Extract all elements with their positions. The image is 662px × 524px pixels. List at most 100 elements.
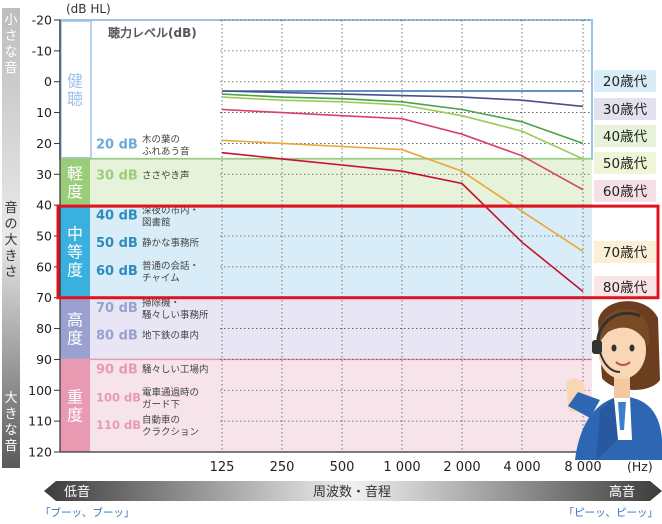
example-db: 60 dB: [96, 264, 138, 279]
example-db: 110 dB: [96, 418, 141, 432]
band-label-1: 軽度: [67, 164, 83, 201]
y-tick-label: -20: [32, 13, 52, 28]
headset-ear: [592, 340, 602, 354]
age-legend: 20歳代 30歳代 40歳代 50歳代 60歳代 70歳代 80歳代: [594, 70, 656, 298]
x-tick-label: 500: [330, 460, 355, 475]
legend-box-80歳代: [594, 276, 656, 298]
y-tick-label: 20: [36, 136, 52, 151]
band-label-0: 健聴: [67, 71, 83, 108]
frequency-axis: 低音 高音 周波数・音程「ブーッ、ブーッ」 「ピーッ、ピーッ」: [40, 481, 662, 519]
tie: [618, 402, 626, 430]
highlight-box: [56, 204, 660, 300]
headset: [596, 311, 641, 345]
example-db: 100 dB: [96, 390, 141, 404]
band-label-box-3: [60, 297, 90, 360]
legend-box-40歳代: [594, 125, 656, 147]
y-tick-labels: (dB HL) -20 -10 0 10 20 30 40 50 60 70 80 90 100 110 12…: [28, 2, 111, 460]
y-tick-label: 90: [36, 352, 52, 367]
legend-box-30歳代: [594, 98, 656, 120]
eye-left: [611, 344, 617, 352]
band-label-box-1: [60, 158, 90, 206]
frequency-gradient-arrow: [44, 481, 662, 501]
legend-label: 70歳代: [603, 245, 648, 261]
legend-label: 20歳代: [603, 74, 648, 90]
jacket-left-lapel: [596, 398, 618, 460]
example-desc: 電車通過時のガード下: [142, 386, 199, 410]
example-db: 40 dB: [96, 208, 138, 223]
x-tick-label: 125: [210, 460, 235, 475]
x-tick-labels: 125 250 500 1 000 2 000 4 000 8 000 (Hz): [210, 459, 653, 475]
example-desc: 静かな事務所: [142, 237, 200, 249]
x-unit-label: (Hz): [627, 459, 653, 474]
y-tick-label: 100: [28, 383, 52, 398]
legend-box-20歳代: [594, 70, 656, 92]
x-tick-label: 2 000: [443, 460, 480, 475]
example-desc: 地下鉄の車内: [142, 330, 199, 342]
legend-label: 50歳代: [603, 156, 648, 172]
example-desc: ささやき声: [142, 169, 190, 181]
band-4: [60, 359, 592, 452]
example-db: 50 dB: [96, 236, 138, 251]
axis-label-quiet-text: 小さな音: [4, 13, 17, 76]
panel-title: 聴力レベル(dB): [108, 25, 197, 40]
legend-box-60歳代: [594, 180, 656, 202]
example-desc: 普通の会話・チャイム: [142, 260, 199, 284]
example-db: 70 dB: [96, 301, 138, 316]
face: [598, 321, 646, 379]
frequency-axis-label: 周波数・音程: [313, 484, 391, 500]
legend-box-50歳代: [594, 152, 656, 174]
low-pitch-label: 低音: [64, 484, 90, 500]
series-line-40歳代: [221, 93, 584, 145]
series-lines: [221, 90, 584, 293]
band-label-2: 中等度: [67, 224, 83, 279]
axis-label-loudness: 音の大きさ: [4, 200, 17, 280]
headset-mic: [599, 351, 621, 373]
high-pitch-label: 高音: [609, 484, 635, 500]
y-tick-label: 80: [36, 321, 52, 336]
x-tick-label: 1 000: [383, 460, 420, 475]
y-tick-label: 120: [28, 445, 52, 460]
band-3: [60, 297, 592, 360]
legend-box-70歳代: [594, 241, 656, 263]
legend-label: 40歳代: [603, 129, 648, 145]
series-line-60歳代: [221, 108, 584, 191]
x-tick-label: 8 000: [564, 460, 601, 475]
band-label-box-0: [60, 20, 92, 159]
loudness-gradient-bar: [2, 8, 20, 468]
mouth: [615, 361, 631, 366]
band-0: [59, 19, 593, 160]
y-tick-label: 0: [44, 74, 52, 89]
x-tick-label: 4 000: [503, 460, 540, 475]
example-db: 80 dB: [96, 329, 138, 344]
low-sound-example: 「ブーッ、ブーッ」: [40, 506, 134, 519]
y-tick-label: 60: [36, 259, 52, 274]
example-db: 30 dB: [96, 168, 138, 183]
presenter-illustration: [566, 301, 662, 460]
y-tick-label: -10: [32, 43, 52, 58]
example-desc: 掃除機・騒々しい事務所: [142, 297, 209, 321]
series-line-50歳代: [221, 96, 584, 160]
high-sound-example: 「ピーッ、ピーッ」: [564, 507, 658, 519]
series-line-70歳代: [221, 139, 584, 253]
sleeve: [568, 392, 600, 418]
y-unit-label: (dB HL): [66, 2, 111, 16]
band-label-box-4: [60, 359, 90, 452]
axis-label-loud: 大きな音: [4, 391, 17, 454]
moderate-loss-highlight: [56, 204, 660, 300]
band-label-box-2: [60, 205, 90, 298]
legend-label: 80歳代: [603, 280, 648, 296]
example-db: 20 dB: [96, 137, 138, 152]
axis-label-quiet: 小さな音: [4, 13, 17, 76]
legend-label: 60歳代: [603, 184, 648, 200]
example-db: 90 dB: [96, 363, 138, 378]
series-line-30歳代: [221, 90, 584, 108]
band-label-3: 高度: [67, 311, 83, 348]
series-line-80歳代: [221, 151, 584, 293]
y-tick-label: 70: [36, 290, 52, 305]
eye-right: [629, 344, 635, 352]
band-2: [60, 205, 592, 298]
